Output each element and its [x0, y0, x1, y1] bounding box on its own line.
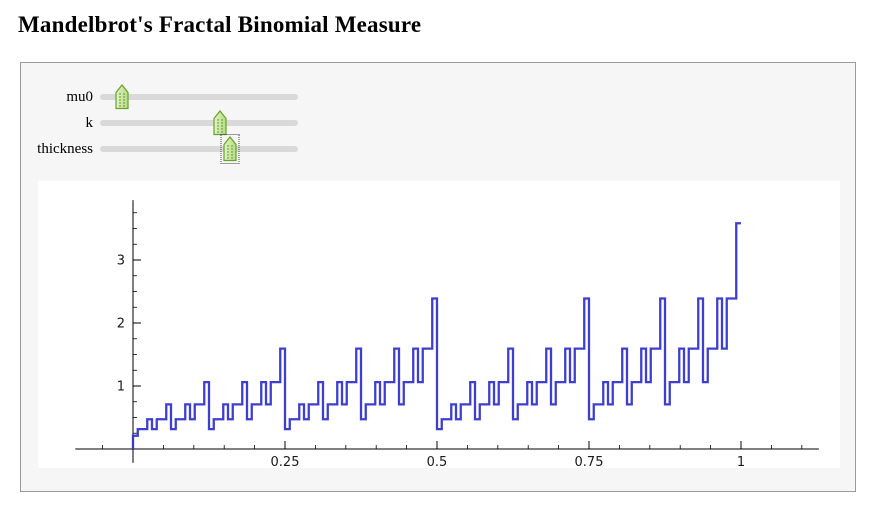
slider-row-mu0: mu0 — [21, 84, 855, 110]
slider-track-k[interactable] — [100, 120, 298, 126]
slider-row-thickness: thickness — [21, 134, 855, 164]
slider-track-mu0[interactable] — [100, 94, 298, 100]
fractal-measure-chart: 0.25 0.5 0.75 1 1 2 3 — [75, 200, 819, 470]
slider-k[interactable] — [100, 110, 298, 136]
slider-row-k: k — [21, 110, 855, 136]
slider-label-mu0: mu0 — [66, 88, 93, 105]
svg-text:1: 1 — [117, 380, 125, 395]
svg-text:0.25: 0.25 — [271, 455, 300, 468]
slider-label-k: k — [85, 114, 94, 131]
svg-text:0.5: 0.5 — [427, 455, 448, 468]
svg-text:0.75: 0.75 — [575, 455, 604, 468]
svg-text:1: 1 — [737, 455, 745, 468]
demonstration-panel: mu0 — [20, 62, 856, 492]
svg-text:3: 3 — [117, 254, 125, 269]
slider-label-thickness: thickness — [37, 140, 93, 157]
slider-mu0[interactable] — [100, 84, 298, 110]
slider-thumb-thickness[interactable] — [220, 134, 240, 164]
page-title: Mandelbrot's Fractal Binomial Measure — [18, 12, 422, 37]
slider-thickness[interactable] — [100, 134, 298, 164]
svg-text:2: 2 — [117, 317, 125, 332]
plot-region: 0.25 0.5 0.75 1 1 2 3 — [38, 181, 840, 470]
slider-controls: mu0 — [21, 63, 855, 164]
slider-track-thickness[interactable] — [100, 146, 298, 152]
slider-thumb-k[interactable] — [212, 110, 227, 136]
slider-thumb-mu0[interactable] — [114, 84, 129, 110]
